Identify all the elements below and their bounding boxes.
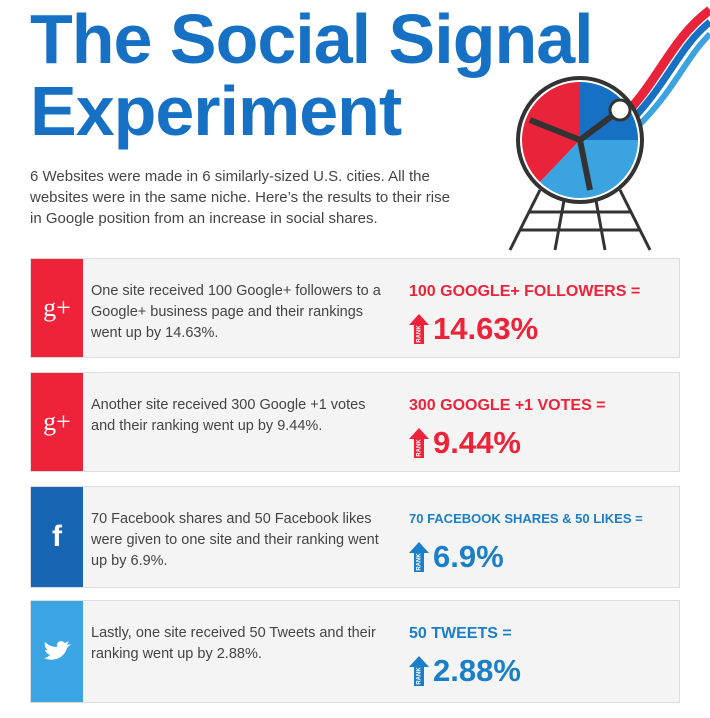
- icon-label: g+: [43, 293, 71, 322]
- result-headline: 100 GOOGLE+ FOLLOWERS =: [409, 283, 641, 300]
- result-headline: 70 FACEBOOK SHARES & 50 LIKES =: [409, 511, 643, 526]
- stat-value: 14.63%: [433, 311, 539, 346]
- social-icon: g+: [31, 259, 83, 357]
- result-stat: RANK 6.9%: [409, 539, 504, 575]
- title-line: Experiment: [30, 72, 402, 150]
- intro-text: 6 Websites were made in 6 similarly-size…: [30, 168, 450, 227]
- rank-label: RANK: [417, 325, 423, 343]
- result-card: f 70 Facebook shares and 50 Facebook like…: [30, 486, 680, 588]
- description: One site received 100 Google+ followers …: [91, 283, 381, 341]
- rank-arrow: RANK: [409, 542, 429, 572]
- rank-label: RANK: [417, 439, 423, 457]
- social-icon: [31, 601, 83, 702]
- title-line: The Social Signal: [30, 0, 594, 78]
- result-stat: RANK 14.63%: [409, 311, 538, 347]
- icon-label: g+: [43, 407, 71, 436]
- result-card: g+ Another site received 300 Google +1 vo…: [30, 372, 680, 472]
- result-stat: RANK 2.88%: [409, 653, 521, 689]
- social-icon: g+: [31, 373, 83, 471]
- rank-arrow: RANK: [409, 656, 429, 686]
- result-card: g+ One site received 100 Google+ follower…: [30, 258, 680, 358]
- icon-label: f: [52, 520, 62, 553]
- result-headline: 300 GOOGLE +1 VOTES =: [409, 397, 606, 414]
- satellite-illustration: [508, 6, 710, 251]
- twitter-bird: [44, 640, 71, 660]
- result-headline: 50 TWEETS =: [409, 625, 512, 642]
- stat-value: 9.44%: [433, 425, 521, 460]
- rank-label: RANK: [417, 667, 423, 685]
- result-stat: RANK 9.44%: [409, 425, 521, 461]
- rank-arrow: RANK: [409, 314, 429, 344]
- rank-label: RANK: [417, 553, 423, 571]
- description: 70 Facebook shares and 50 Facebook likes…: [91, 511, 379, 569]
- stat-value: 6.9%: [433, 539, 504, 574]
- result-card: Lastly, one site received 50 Tweets and …: [30, 600, 680, 703]
- social-icon: f: [31, 487, 83, 587]
- description: Another site received 300 Google +1 vote…: [91, 397, 366, 434]
- description: Lastly, one site received 50 Tweets and …: [91, 625, 376, 662]
- stat-value: 2.88%: [433, 653, 521, 688]
- rank-arrow: RANK: [409, 428, 429, 458]
